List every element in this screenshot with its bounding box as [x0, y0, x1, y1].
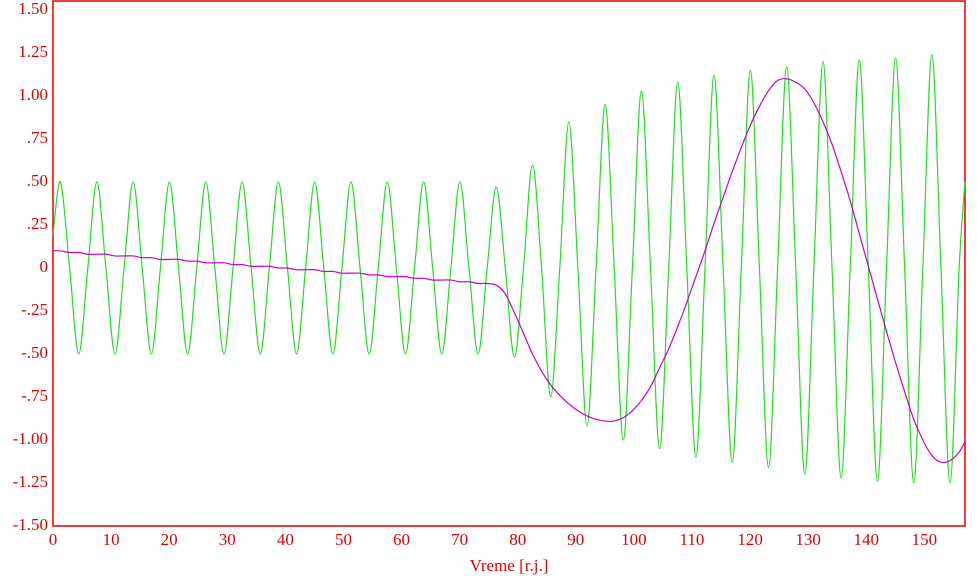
y-tick-label: 1.50 — [18, 0, 48, 18]
y-tick-label: 0 — [40, 257, 49, 276]
x-tick-label: 100 — [621, 530, 647, 549]
x-tick-label: 150 — [912, 530, 938, 549]
x-tick-label: 130 — [795, 530, 821, 549]
plot-frame — [52, 0, 966, 527]
y-tick-label: 1.25 — [18, 42, 48, 61]
x-tick-label: 90 — [567, 530, 584, 549]
x-tick-label: 70 — [451, 530, 468, 549]
y-tick-label: -.50 — [21, 343, 48, 362]
x-axis-label: Vreme [r.j.] — [470, 556, 549, 575]
y-tick-label: -1.50 — [13, 515, 48, 534]
x-tick-label: 0 — [49, 530, 58, 549]
y-tick-label: .25 — [27, 214, 48, 233]
y-tick-label: .75 — [27, 128, 48, 147]
series-line — [52, 78, 966, 464]
y-tick-label: 1.00 — [18, 85, 48, 104]
x-tick-label: 120 — [737, 530, 763, 549]
x-tick-label: 80 — [509, 530, 526, 549]
x-tick-label: 20 — [161, 530, 178, 549]
x-tick-label: 10 — [103, 530, 120, 549]
series-line — [52, 54, 966, 484]
x-tick-label: 110 — [680, 530, 705, 549]
x-tick-label: 40 — [277, 530, 294, 549]
x-tick-label: 60 — [393, 530, 410, 549]
y-tick-label: -1.00 — [13, 429, 48, 448]
y-tick-label: -1.25 — [13, 472, 48, 491]
x-tick-label: 140 — [853, 530, 879, 549]
y-tick-label: -.25 — [21, 300, 48, 319]
y-tick-label: -.75 — [21, 386, 48, 405]
y-tick-label: .50 — [27, 171, 48, 190]
x-tick-label: 50 — [335, 530, 352, 549]
x-tick-label: 30 — [219, 530, 236, 549]
